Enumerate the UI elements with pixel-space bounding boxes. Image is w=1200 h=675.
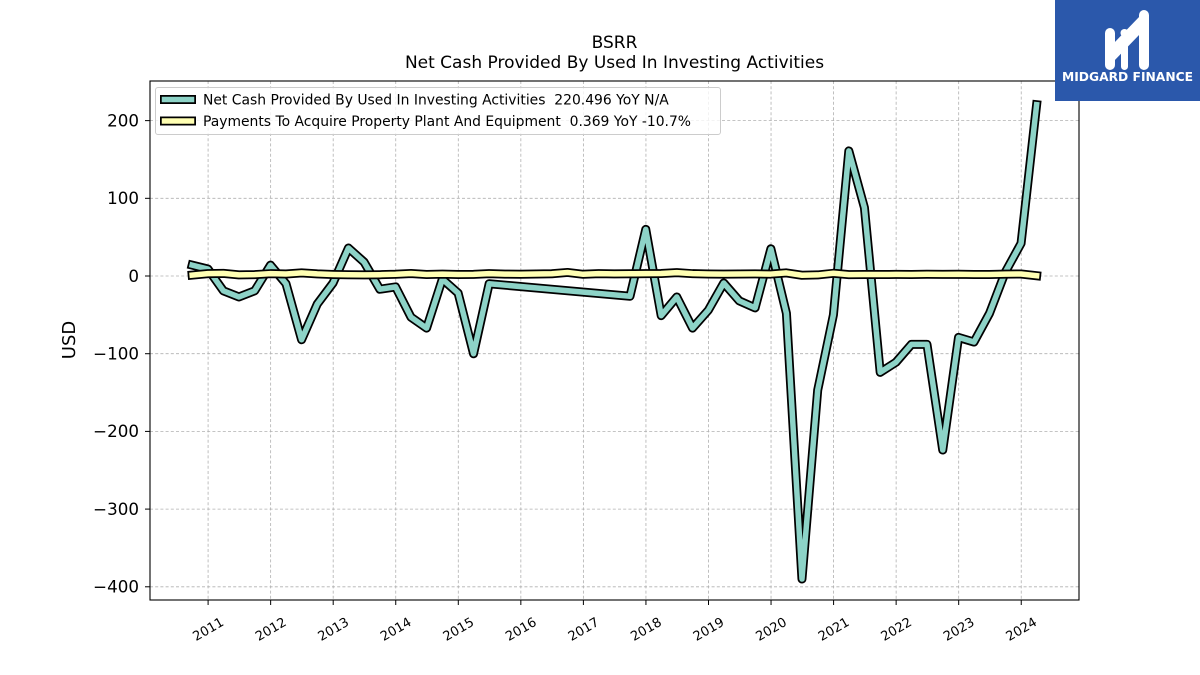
- y-tick-label: 0: [128, 266, 139, 286]
- legend-frame: [155, 87, 721, 135]
- series-2: [187, 267, 1042, 281]
- y-tick-label: −200: [93, 421, 139, 441]
- y-axis: 200 100 0 −100 −200 −300 −400: [93, 110, 150, 597]
- logo-mark-inner-stroke: [1121, 42, 1128, 70]
- legend-entry: Payments To Acquire Property Plant And E…: [160, 114, 691, 130]
- series-2-line: [189, 269, 1040, 279]
- logo-wordmark: MIDGARD FINANCE: [1062, 70, 1193, 84]
- logo-mark-left-stroke: [1105, 28, 1115, 70]
- y-tick-label: −400: [93, 577, 139, 597]
- series-1-line: [188, 101, 1040, 582]
- y-tick-label: 100: [107, 188, 139, 208]
- logo-mark-dot: [1120, 29, 1129, 37]
- legend-label: Payments To Acquire Property Plant And E…: [203, 114, 691, 130]
- logo-mark-diagonal: [1113, 16, 1140, 62]
- chart-subtitle: Net Cash Provided By Used In Investing A…: [405, 53, 824, 73]
- legend-entry: Net Cash Provided By Used In Investing A…: [160, 92, 669, 108]
- y-tick-label: 200: [107, 110, 139, 130]
- plot-frame: [149, 80, 1080, 601]
- logo-mark-right-stroke: [1139, 10, 1149, 70]
- midgard-finance-logo: MIDGARD FINANCE: [1055, 0, 1200, 101]
- series-1: [186, 99, 1042, 584]
- y-tick-label: −300: [93, 499, 139, 519]
- y-tick-label: −100: [93, 344, 139, 364]
- chart-title: BSRR: [592, 33, 638, 53]
- y-axis-label: USD: [59, 321, 80, 359]
- legend-label: Net Cash Provided By Used In Investing A…: [203, 92, 669, 108]
- legend: Net Cash Provided By Used In Investing A…: [155, 87, 721, 135]
- logo-mark-icon: [1105, 10, 1149, 70]
- series-layer: [186, 99, 1042, 584]
